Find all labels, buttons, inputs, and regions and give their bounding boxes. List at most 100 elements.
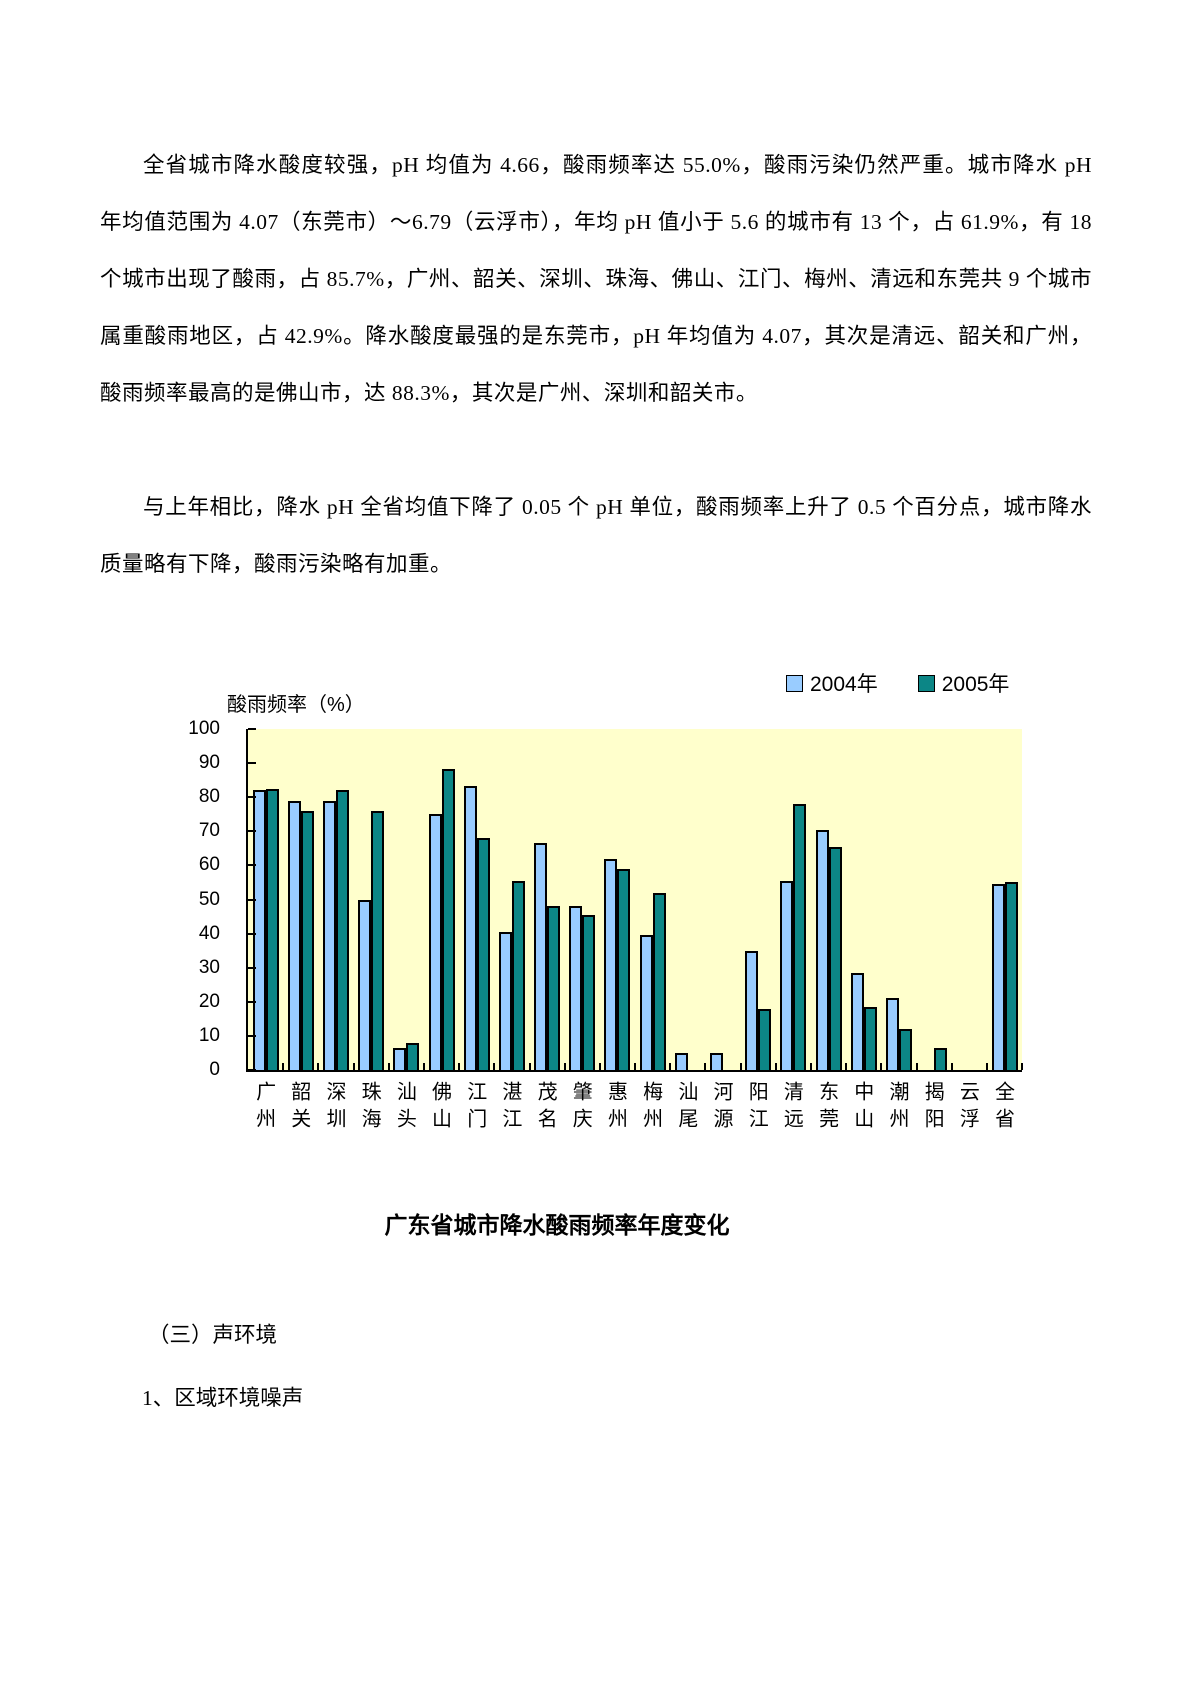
bar-group-清远	[776, 729, 811, 1070]
bar-2004年-肇庆	[569, 906, 583, 1070]
x-label-揭阳: 揭阳	[915, 1081, 950, 1135]
x-tick	[809, 1063, 812, 1070]
x-label-全省: 全省	[985, 1081, 1020, 1135]
bar-2005年-阳江	[758, 1008, 772, 1070]
x-axis-labels: 广州 韶关 深圳 珠海 汕头 佛山 江门 湛江 茂名 肇庆 惠州 梅州 汕尾 河源 阳江 清远 东莞 中山 潮州 揭阳…	[246, 1081, 1020, 1135]
x-label-汕头: 汕头	[387, 1081, 422, 1135]
bar-group-肇庆	[565, 729, 600, 1070]
bar-group-佛山	[424, 729, 459, 1070]
x-label-中山: 中山	[844, 1081, 879, 1135]
x-tick	[563, 1063, 566, 1070]
bar-2004年-梅州	[639, 935, 653, 1070]
x-label-text: 全省	[991, 1081, 1014, 1135]
y-tick	[248, 762, 256, 765]
paragraph-acid-rain-comparison: 与上年相比，降水 pH 全省均值下降了 0.05 个 pH 单位，酸雨频率上升了…	[100, 495, 1092, 576]
bar-group-广州	[248, 729, 283, 1070]
bar-2004年-珠海	[358, 899, 372, 1070]
bar-2005年-韶关	[300, 810, 314, 1070]
y-axis-labels: 0 10 20 30 40 50 60 70 80 90 100	[150, 718, 232, 1080]
bar-2005年-清远	[793, 804, 807, 1070]
bar-2005年-茂名	[547, 906, 561, 1070]
y-tick-label: 20	[198, 990, 220, 1012]
bar-group-深圳	[318, 729, 353, 1070]
bar-2004年-广州	[252, 790, 266, 1070]
x-tick	[985, 1063, 988, 1070]
x-tick	[598, 1063, 601, 1070]
x-label-text: 梅州	[639, 1081, 662, 1135]
x-label-湛江: 湛江	[492, 1081, 527, 1135]
x-tick	[282, 1063, 285, 1070]
bar-2004年-江门	[463, 785, 477, 1070]
x-label-text: 潮州	[885, 1081, 908, 1135]
legend-swatch-2004	[786, 674, 803, 692]
x-label-珠海: 珠海	[352, 1081, 387, 1135]
bar-2005年-中山	[863, 1006, 877, 1070]
x-label-广州: 广州	[246, 1081, 281, 1135]
x-label-阳江: 阳江	[739, 1081, 774, 1135]
bar-2005年-潮州	[898, 1029, 912, 1070]
y-tick	[248, 1034, 256, 1037]
bar-group-湛江	[494, 729, 529, 1070]
x-label-梅州: 梅州	[633, 1081, 668, 1135]
legend-label-2005: 2005年	[941, 673, 1010, 696]
x-label-text: 汕尾	[674, 1081, 697, 1135]
y-tick	[248, 966, 256, 969]
x-tick	[845, 1063, 848, 1070]
x-label-text: 广州	[252, 1081, 275, 1135]
bar-group-全省	[987, 729, 1022, 1070]
y-tick-label: 80	[198, 786, 220, 808]
x-label-text: 清远	[780, 1081, 803, 1135]
y-tick-label: 50	[198, 888, 220, 910]
bar-group-汕头	[389, 729, 424, 1070]
bar-2005年-珠海	[371, 810, 385, 1070]
bar-2004年-汕头	[393, 1047, 407, 1070]
x-label-茂名: 茂名	[528, 1081, 563, 1135]
bar-group-河源	[705, 729, 740, 1070]
x-tick	[528, 1063, 531, 1070]
x-label-text: 东莞	[815, 1081, 838, 1135]
x-label-text: 深圳	[322, 1081, 345, 1135]
y-tick	[248, 898, 256, 901]
y-axis-title: 酸雨频率（%）	[227, 694, 365, 716]
legend-item-2004: 2004年	[786, 668, 878, 698]
x-label-深圳: 深圳	[316, 1081, 351, 1135]
acid-rain-frequency-chart: 2004年 2005年 酸雨频率（%） 0 10 20 30 40 50 60 70 80 90 1…	[0, 640, 1191, 1200]
x-label-text: 肇庆	[569, 1081, 592, 1135]
paragraph-acid-rain-overview: 全省城市降水酸度较强，pH 均值为 4.66，酸雨频率达 55.0%，酸雨污染仍…	[100, 153, 1092, 405]
x-label-text: 阳江	[745, 1081, 768, 1135]
bar-2004年-湛江	[498, 931, 512, 1070]
bar-2005年-佛山	[441, 768, 455, 1070]
x-label-text: 珠海	[358, 1081, 381, 1135]
bar-2005年-汕头	[406, 1042, 420, 1070]
legend-item-2005: 2005年	[917, 668, 1010, 698]
y-tick	[248, 932, 256, 935]
y-tick-label: 60	[198, 854, 220, 876]
y-tick	[248, 864, 256, 867]
bar-group-江门	[459, 729, 494, 1070]
x-tick	[634, 1063, 636, 1070]
x-tick	[1021, 1063, 1023, 1070]
bar-group-汕尾	[670, 729, 705, 1070]
y-tick-label: 70	[198, 820, 220, 842]
x-tick	[704, 1063, 707, 1070]
x-label-潮州: 潮州	[879, 1081, 914, 1135]
bar-group-潮州	[881, 729, 916, 1070]
x-label-text: 韶关	[287, 1081, 310, 1135]
bar-group-云浮	[952, 729, 987, 1070]
y-tick-label: 40	[198, 922, 220, 944]
plot-area	[246, 728, 1023, 1072]
x-tick	[774, 1063, 777, 1070]
bar-2005年-惠州	[617, 868, 631, 1070]
x-label-汕尾: 汕尾	[668, 1081, 703, 1135]
bar-2005年-湛江	[511, 880, 525, 1070]
x-label-佛山: 佛山	[422, 1081, 457, 1135]
bar-2004年-中山	[850, 972, 864, 1070]
bar-group-珠海	[354, 729, 389, 1070]
x-label-云浮: 云浮	[950, 1081, 985, 1135]
bar-group-东莞	[811, 729, 846, 1070]
x-tick	[880, 1063, 883, 1070]
bar-group-梅州	[635, 729, 670, 1070]
x-tick	[422, 1063, 425, 1070]
y-tick	[248, 830, 256, 833]
bar-group-阳江	[741, 729, 776, 1070]
